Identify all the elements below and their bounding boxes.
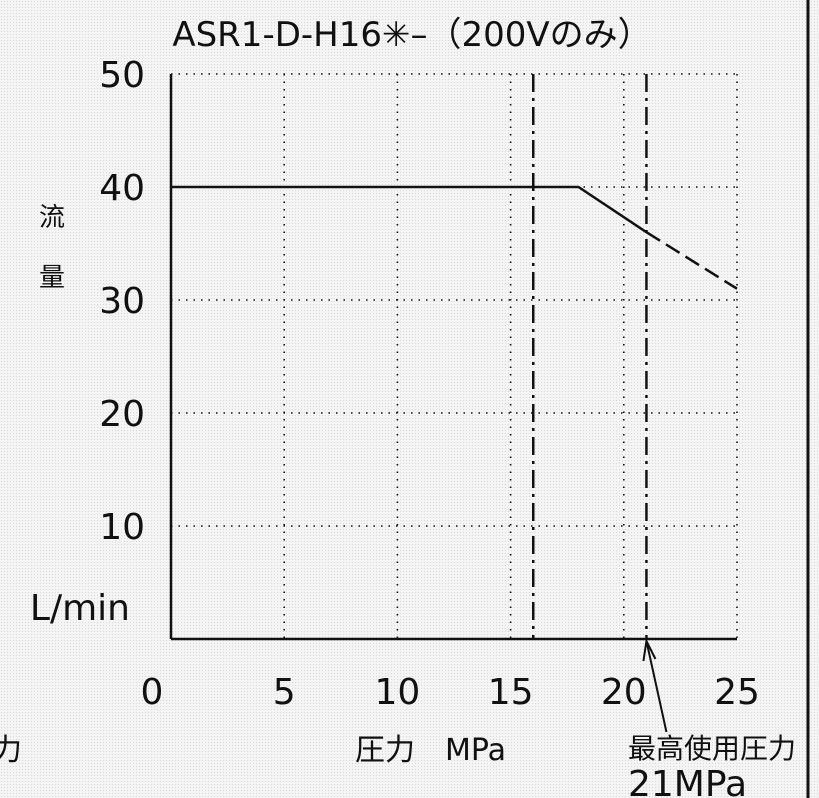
reference-lines xyxy=(531,74,648,639)
y-tick-label: 10 xyxy=(99,507,145,548)
y-tick-label: 30 xyxy=(99,281,145,322)
series-lines xyxy=(171,185,738,290)
max-pressure-pointer-line xyxy=(645,640,668,733)
y-tick-label: 50 xyxy=(99,55,145,96)
y-tick-label: 20 xyxy=(99,394,145,435)
y-tick-labels: 10 20 30 40 50 xyxy=(99,55,145,548)
x-axis-label: 圧力 MPa xyxy=(355,733,506,768)
x-tick-label: 25 xyxy=(714,672,760,713)
x-tick-label: 20 xyxy=(601,672,647,713)
y-axis-unit: L/min xyxy=(30,588,130,629)
x-tick-label: 15 xyxy=(488,672,534,713)
max-pressure-arrowhead xyxy=(642,637,657,662)
axes xyxy=(169,74,737,641)
y-axis-label-char-2: 量 xyxy=(39,263,65,293)
y-tick-label: 40 xyxy=(99,168,145,209)
x-tick-label: 0 xyxy=(141,672,164,713)
grid-lines xyxy=(171,73,738,639)
series-line-dashed xyxy=(645,231,738,290)
max-pressure-value: 21MPa xyxy=(628,764,747,798)
left-edge-text-fragment: 力 xyxy=(0,733,22,768)
x-tick-label: 5 xyxy=(273,672,296,713)
x-tick-label: 10 xyxy=(374,672,420,713)
x-tick-labels: 0 5 10 15 20 25 xyxy=(141,672,760,713)
chart-title: ASR1-D-H16✳–（200Vのみ） xyxy=(172,15,651,55)
max-pressure-label: 最高使用圧力 xyxy=(628,732,796,765)
y-axis-label-char-1: 流 xyxy=(39,203,65,233)
series-line-solid xyxy=(171,185,648,234)
